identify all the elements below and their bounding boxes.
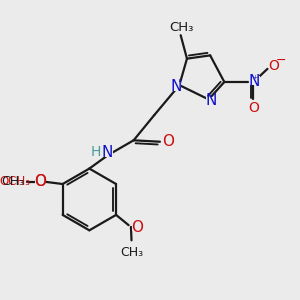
- FancyBboxPatch shape: [35, 177, 45, 185]
- FancyBboxPatch shape: [173, 23, 189, 31]
- Text: ⁺: ⁺: [252, 75, 257, 85]
- Text: O: O: [131, 220, 143, 235]
- FancyBboxPatch shape: [269, 62, 278, 70]
- FancyBboxPatch shape: [6, 177, 23, 185]
- FancyBboxPatch shape: [249, 76, 260, 85]
- FancyBboxPatch shape: [35, 177, 45, 185]
- FancyBboxPatch shape: [124, 249, 140, 256]
- FancyBboxPatch shape: [102, 148, 113, 157]
- Text: O: O: [268, 59, 279, 73]
- Text: H: H: [91, 145, 101, 159]
- Text: CH₃: CH₃: [121, 246, 144, 259]
- Text: O: O: [34, 174, 46, 189]
- Text: O: O: [163, 134, 175, 149]
- FancyBboxPatch shape: [170, 82, 182, 91]
- FancyBboxPatch shape: [206, 97, 217, 105]
- FancyBboxPatch shape: [4, 178, 22, 186]
- Text: O: O: [34, 174, 46, 189]
- FancyBboxPatch shape: [132, 224, 142, 232]
- Text: N: N: [206, 93, 217, 108]
- Text: O: O: [248, 101, 259, 115]
- FancyBboxPatch shape: [92, 148, 100, 155]
- Text: CH₃: CH₃: [169, 21, 194, 34]
- Text: N: N: [249, 74, 260, 89]
- Text: −: −: [275, 54, 286, 67]
- FancyBboxPatch shape: [164, 137, 173, 145]
- Text: OCH₃: OCH₃: [0, 175, 30, 188]
- FancyBboxPatch shape: [249, 104, 258, 112]
- Text: CH₃: CH₃: [2, 175, 25, 188]
- Text: N: N: [170, 79, 182, 94]
- Text: N: N: [102, 145, 113, 160]
